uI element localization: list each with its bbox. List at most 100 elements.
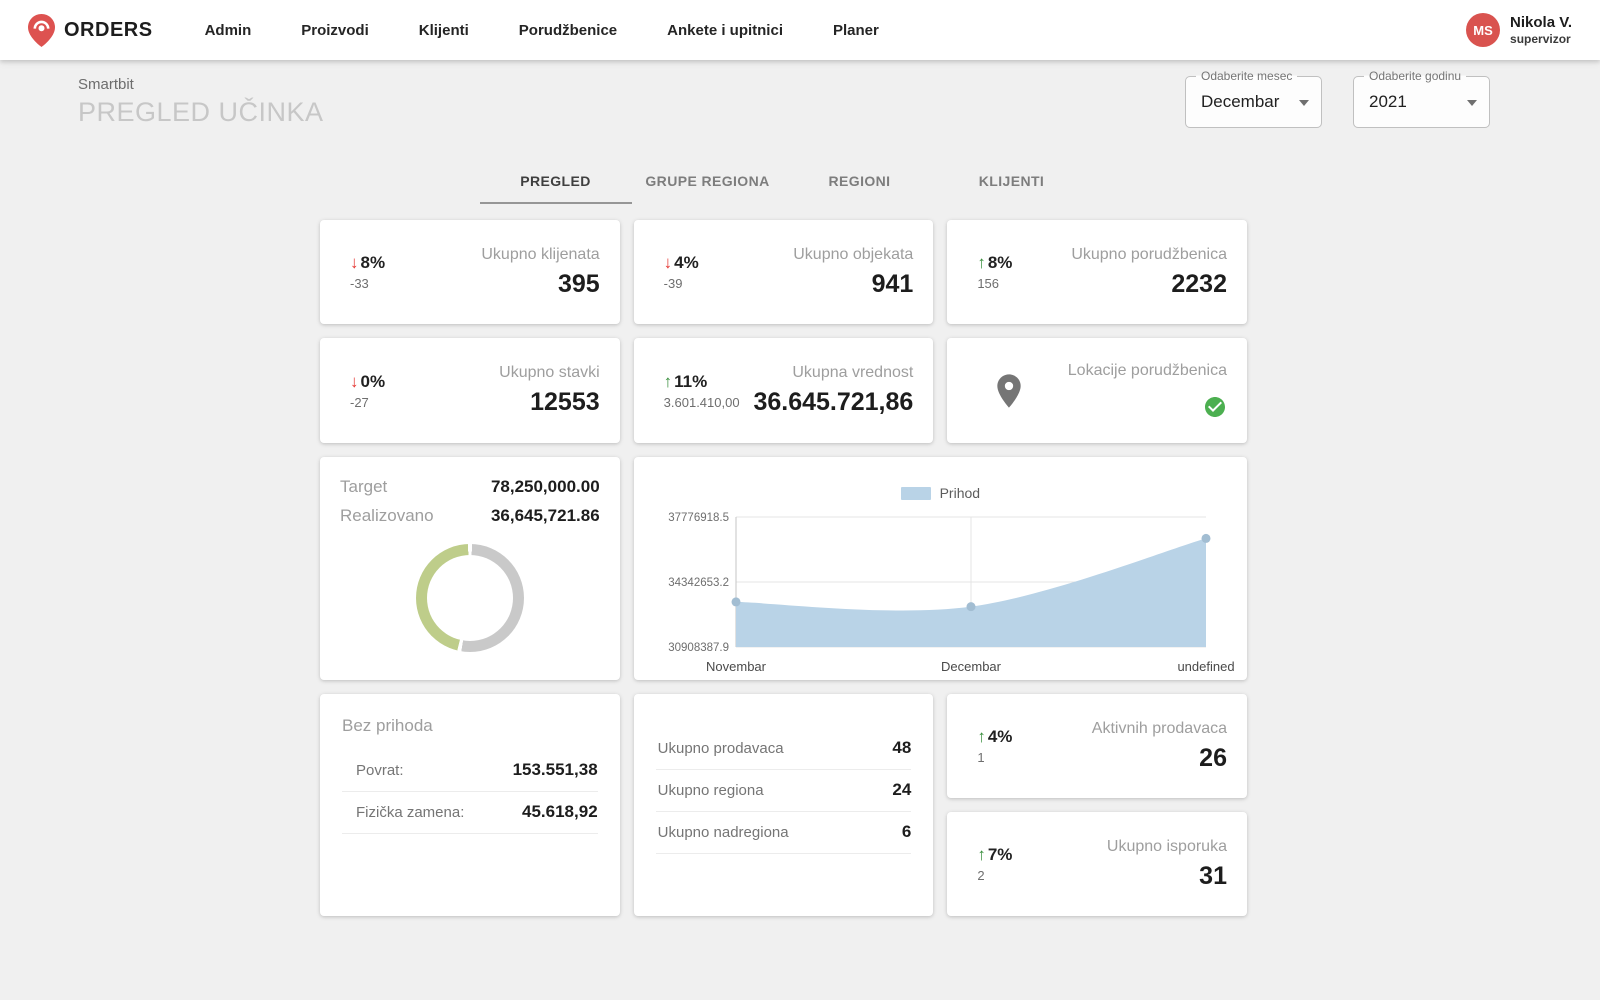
- trend-percent: 8%: [360, 253, 386, 272]
- row-label: Povrat:: [356, 761, 404, 779]
- nav-item-admin[interactable]: Admin: [204, 21, 252, 39]
- trend-percent: 8%: [987, 253, 1013, 272]
- kpi-title: Ukupno klijenata: [481, 245, 600, 263]
- arrow-down-icon: ↓: [663, 253, 673, 272]
- trend-percent: 11%: [674, 371, 708, 391]
- kpi-card-ukupno-klijenata: ↓ 8% -33 Ukupno klijenata 395: [320, 220, 620, 324]
- nav-item-planer[interactable]: Planer: [833, 21, 879, 39]
- nav-item-klijenti[interactable]: Klijenti: [418, 21, 469, 39]
- bez-prihoda-card: Bez prihoda Povrat: 153.551,38 Fizička z…: [320, 694, 620, 916]
- kpi-title: Ukupno objekata: [793, 245, 914, 263]
- kpi-value: 2232: [1171, 269, 1227, 298]
- chevron-down-icon: [1467, 100, 1477, 106]
- kpi-value: 395: [557, 269, 600, 298]
- check-circle-icon: [1203, 395, 1227, 419]
- kpi-card-ukupna-vrednost: ↑ 11% 3.601.410,00 Ukupna vrednost 36.64…: [633, 338, 934, 443]
- kpi-card-ukupno-stavki: ↓ 0% -27 Ukupno stavki 12553: [320, 338, 620, 443]
- kpi-value: 31: [1199, 861, 1227, 890]
- top-nav: ORDERS Admin Proizvodi Klijenti Porudžbe…: [0, 0, 1600, 60]
- svg-text:Novembar: Novembar: [706, 659, 767, 674]
- month-select-label: Odaberite mesec: [1196, 69, 1298, 83]
- kpi-title: Ukupno porudžbenica: [1071, 245, 1227, 263]
- kpi-value: 26: [1199, 743, 1227, 772]
- tab-pregled[interactable]: PREGLED: [479, 160, 632, 204]
- kpi-card-ukupno-porudzbenica: ↑ 8% 156 Ukupno porudžbenica 2232: [947, 220, 1247, 324]
- locations-card[interactable]: Lokacije porudžbenica: [947, 338, 1247, 443]
- avatar: MS: [1466, 13, 1501, 47]
- arrow-up-icon: ↑: [977, 727, 986, 746]
- legend-swatch: [900, 486, 931, 500]
- user-role: supervizor: [1510, 31, 1571, 46]
- svg-text:34342653.2: 34342653.2: [669, 577, 730, 589]
- kpi-title: Ukupno isporuka: [1106, 837, 1227, 855]
- revenue-chart-card: Prihod 30908387.9 34342653.2 37776918.5 Nov…: [633, 457, 1247, 680]
- row-label: Ukupno prodavaca: [657, 739, 784, 757]
- target-card: Target 78,250,000.00 Realizovano 36,645,…: [320, 457, 620, 680]
- row-value: 153.551,38: [512, 760, 598, 779]
- kpi-title: Ukupna vrednost: [792, 364, 914, 381]
- card-title: Bez prihoda: [342, 716, 433, 735]
- kpi-value: 36.645.721,86: [753, 388, 914, 416]
- list-item: Ukupno regiona 24: [655, 770, 912, 812]
- target-value: 78,250,000.00: [490, 477, 600, 496]
- page-header: Smartbit PREGLED UČINKA Odaberite mesec …: [0, 60, 1600, 128]
- brand-name: ORDERS: [64, 18, 153, 41]
- nav-item-porudzbenice[interactable]: Porudžbenice: [518, 21, 618, 39]
- row-value: 48: [892, 738, 912, 757]
- kpi-card-ukupno-objekata: ↓ 4% -39 Ukupno objekata 941: [633, 220, 934, 324]
- kpi-title: Lokacije porudžbenica: [1067, 362, 1227, 379]
- realized-label: Realizovano: [340, 506, 434, 525]
- list-item: Ukupno prodavaca 48: [655, 728, 912, 770]
- arrow-up-icon: ↑: [977, 845, 986, 864]
- trend-delta: 2: [977, 868, 985, 883]
- trend-delta: 3.601.410,00: [663, 394, 740, 410]
- realized-value: 36,645,721.86: [490, 506, 600, 525]
- row-label: Ukupno regiona: [657, 781, 764, 799]
- orders-pin-icon: [28, 13, 55, 47]
- year-select-label: Odaberite godinu: [1364, 69, 1467, 83]
- nav-menu: Admin Proizvodi Klijenti Porudžbenice An…: [205, 22, 879, 39]
- tab-bar: PREGLED GRUPE REGIONA REGIONI KLIJENTI: [320, 160, 1247, 204]
- year-select-value: 2021: [1369, 92, 1407, 111]
- nav-item-proizvodi[interactable]: Proizvodi: [301, 21, 369, 39]
- page-title: PREGLED UČINKA: [78, 97, 324, 127]
- trend-percent: 7%: [987, 845, 1013, 864]
- month-select[interactable]: Odaberite mesec Decembar: [1185, 69, 1322, 128]
- kpi-value: 941: [871, 269, 914, 298]
- revenue-chart-svg: 30908387.9 34342653.2 37776918.5 Novembar De…: [669, 512, 1235, 674]
- row-value: 24: [892, 780, 912, 799]
- kpi-title: Aktivnih prodavaca: [1091, 719, 1227, 737]
- tab-klijenti[interactable]: KLIJENTI: [978, 173, 1045, 189]
- row-value: 6: [901, 822, 912, 841]
- nav-item-ankete[interactable]: Ankete i upitnici: [667, 21, 783, 39]
- year-select[interactable]: Odaberite godinu 2021: [1353, 69, 1490, 128]
- row-label: Ukupno nadregiona: [657, 823, 789, 841]
- user-name: Nikola V.: [1510, 14, 1572, 32]
- trend-percent: 4%: [674, 253, 699, 272]
- list-item: Ukupno nadregiona 6: [655, 812, 912, 854]
- kpi-card-aktivnih-prodavaca: ↑ 4% 1 Aktivnih prodavaca 26: [947, 694, 1247, 798]
- trend-percent: 4%: [987, 727, 1013, 746]
- user-menu[interactable]: MS Nikola V. supervizor: [1466, 13, 1572, 47]
- target-label: Target: [340, 477, 388, 496]
- arrow-up-icon: ↑: [977, 253, 986, 272]
- row-value: 45.618,92: [522, 802, 598, 821]
- kpi-card-ukupno-isporuka: ↑ 7% 2 Ukupno isporuka 31: [947, 812, 1247, 916]
- trend-percent: 0%: [360, 371, 386, 391]
- month-select-value: Decembar: [1201, 92, 1280, 111]
- trend-delta: -39: [663, 276, 683, 291]
- kpi-value: 12553: [530, 388, 600, 416]
- svg-text:undefined: undefined: [1178, 659, 1235, 674]
- arrow-down-icon: ↓: [350, 371, 359, 391]
- tab-regioni[interactable]: REGIONI: [828, 173, 891, 189]
- chevron-down-icon: [1299, 100, 1309, 106]
- arrow-up-icon: ↑: [663, 371, 673, 391]
- arrow-down-icon: ↓: [350, 253, 359, 272]
- trend-delta: -33: [350, 276, 369, 291]
- totals-card: Ukupno prodavaca 48 Ukupno regiona 24 Uk…: [633, 694, 934, 916]
- tab-grupe-regiona[interactable]: GRUPE REGIONA: [645, 173, 770, 189]
- svg-text:37776918.5: 37776918.5: [669, 512, 730, 524]
- location-pin-icon: [989, 371, 1029, 411]
- brand-logo[interactable]: ORDERS: [28, 13, 153, 47]
- kpi-title: Ukupno stavki: [499, 364, 600, 381]
